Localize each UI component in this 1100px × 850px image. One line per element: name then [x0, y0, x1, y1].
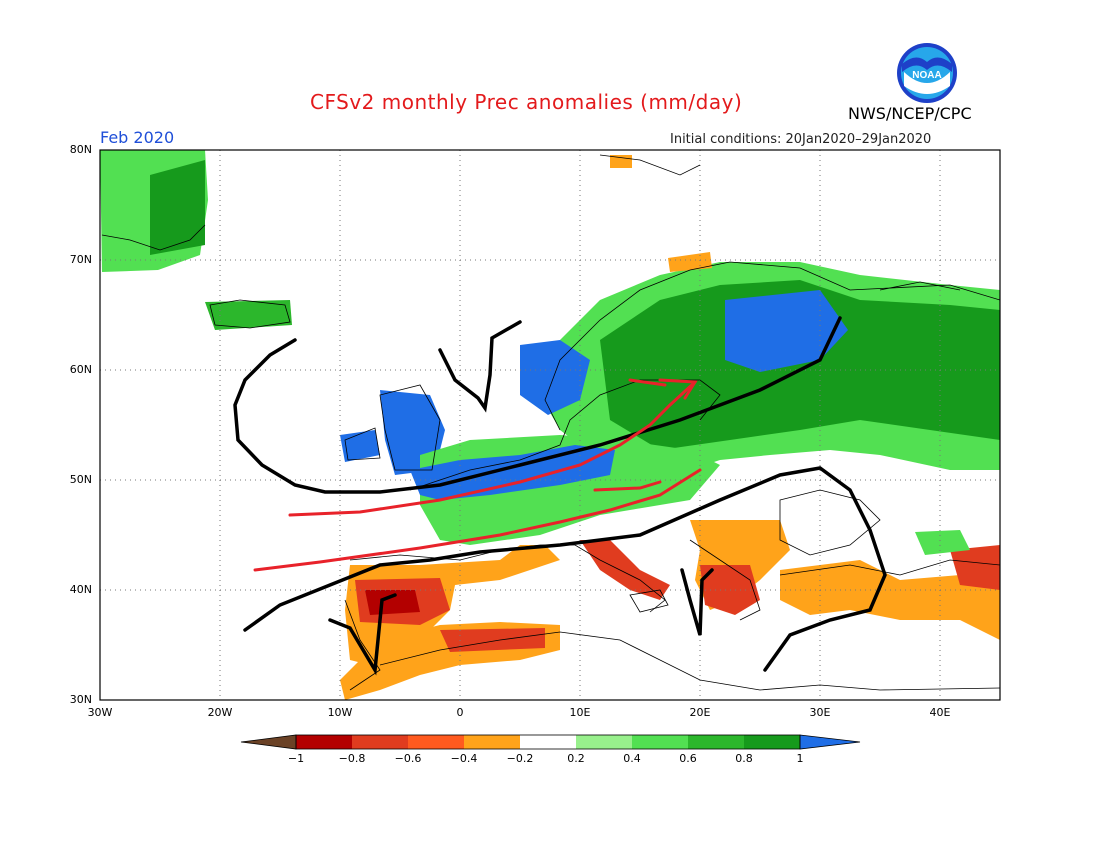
red-arrows	[253, 378, 702, 572]
iceland-wet-region	[205, 300, 292, 330]
colorbar-tick: 0.6	[679, 752, 697, 765]
colorbar-bin-8	[688, 735, 744, 749]
colorbar-bin-2	[352, 735, 408, 749]
forecast-month: Feb 2020	[100, 128, 175, 147]
lon-tick: 30W	[87, 706, 113, 719]
sweden-blue-blob	[520, 340, 590, 415]
colorbar-tick: 0.4	[623, 752, 641, 765]
iberia-dry-strong	[365, 590, 420, 615]
colorbar-bin-4	[464, 735, 520, 749]
lat-tick: 60N	[69, 363, 92, 376]
colorbar-bin-5	[520, 735, 576, 749]
colorbar-bin-9	[744, 735, 800, 749]
colorbar-bin-3	[408, 735, 464, 749]
colorbar	[240, 734, 861, 750]
colorbar-tick: −0.2	[506, 752, 534, 765]
lon-tick: 40E	[929, 706, 951, 719]
colorbar-high-arrow	[800, 735, 860, 749]
north-africa-dry-core	[440, 628, 545, 652]
colorbar-tick: 0.2	[567, 752, 585, 765]
west-europe-blue-core	[410, 445, 615, 500]
caspian-dry-region	[950, 545, 1000, 590]
caucasus-green-region	[915, 530, 970, 555]
lat-tick: 30N	[69, 693, 92, 706]
lon-tick: 20W	[207, 706, 233, 719]
colorbar-tick: −0.6	[394, 752, 422, 765]
agency-label: NWS/NCEP/CPC	[848, 104, 972, 123]
colorbar-bin-1	[296, 735, 352, 749]
map-title: CFSv2 monthly Prec anomalies (mm/day)	[310, 90, 743, 114]
lat-tick: 70N	[69, 253, 92, 266]
italy-dry-region	[580, 540, 670, 600]
initial-conditions: Initial conditions: 20Jan2020–29Jan2020	[670, 132, 932, 147]
north-europe-wet-core	[600, 280, 1000, 450]
norway-dry-patch	[668, 252, 712, 272]
colorbar-tick: −0.4	[450, 752, 478, 765]
turkey-dry-region	[780, 560, 1000, 640]
lon-tick: 10W	[327, 706, 353, 719]
noaa-logo-text: NOAA	[912, 70, 941, 81]
map-gridlines	[100, 150, 1000, 700]
lon-tick: 10E	[569, 706, 591, 719]
colorbar-tick: 0.8	[735, 752, 753, 765]
lat-tick: 50N	[69, 473, 92, 486]
lon-tick: 30E	[809, 706, 831, 719]
lon-tick: 0	[456, 706, 464, 719]
colorbar-low-arrow	[241, 735, 296, 749]
lat-tick: 40N	[69, 583, 92, 596]
lon-tick: 20E	[689, 706, 711, 719]
colorbar-tick: 1	[796, 752, 804, 765]
greenland-wet-core	[150, 160, 205, 255]
colorbar-bin-6	[576, 735, 632, 749]
noaa-logo: NOAA	[897, 43, 957, 103]
lat-tick: 80N	[69, 143, 92, 156]
map-frame	[99, 149, 1001, 701]
colorbar-bin-7	[632, 735, 688, 749]
colorbar-tick: −1	[287, 752, 305, 765]
colorbar-tick: −0.8	[338, 752, 366, 765]
boundary-lines	[233, 316, 887, 676]
baltic-blue-blob	[725, 290, 848, 372]
